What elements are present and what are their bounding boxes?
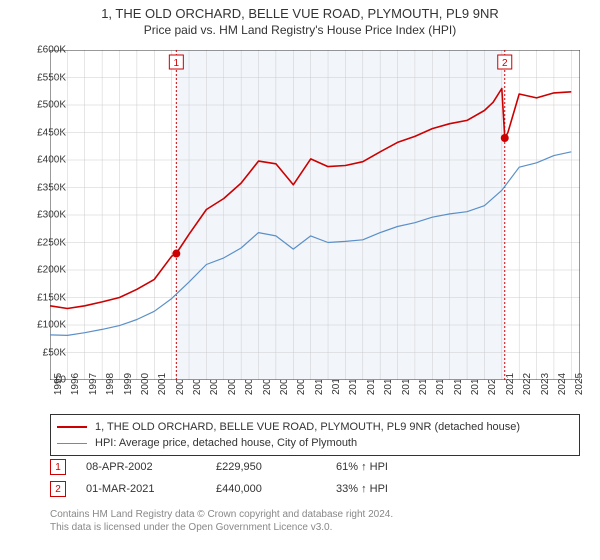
marker-dot — [172, 250, 180, 258]
footnote-row: 1 08-APR-2002£229,95061% ↑ HPI — [50, 456, 456, 478]
title-line-2: Price paid vs. HM Land Registry's House … — [0, 23, 600, 37]
title-line-1: 1, THE OLD ORCHARD, BELLE VUE ROAD, PLYM… — [0, 6, 600, 21]
marker-badge-text: 1 — [174, 58, 180, 69]
chart-container: 1, THE OLD ORCHARD, BELLE VUE ROAD, PLYM… — [0, 0, 600, 560]
title-block: 1, THE OLD ORCHARD, BELLE VUE ROAD, PLYM… — [0, 0, 600, 37]
legend: 1, THE OLD ORCHARD, BELLE VUE ROAD, PLYM… — [50, 414, 580, 456]
footnote-price: £440,000 — [216, 483, 336, 495]
footnote-row: 2 01-MAR-2021£440,00033% ↑ HPI — [50, 478, 456, 500]
footnote-date: 01-MAR-2021 — [86, 483, 216, 495]
plot-svg: 12 — [50, 50, 580, 380]
legend-row: HPI: Average price, detached house, City… — [57, 435, 573, 451]
marker-footnotes: 1 08-APR-2002£229,95061% ↑ HPI 2 01-MAR-202… — [50, 456, 456, 500]
footnote-pct: 33% ↑ HPI — [336, 483, 456, 495]
footnote-date: 08-APR-2002 — [86, 461, 216, 473]
legend-swatch — [57, 426, 87, 428]
footnote-pct: 61% ↑ HPI — [336, 461, 456, 473]
marker-dot — [501, 134, 509, 142]
attribution-line-1: Contains HM Land Registry data © Crown c… — [50, 508, 393, 521]
legend-row: 1, THE OLD ORCHARD, BELLE VUE ROAD, PLYM… — [57, 419, 573, 435]
legend-label: 1, THE OLD ORCHARD, BELLE VUE ROAD, PLYM… — [95, 421, 520, 433]
footnote-badge: 1 — [50, 459, 66, 475]
footnote-price: £229,950 — [216, 461, 336, 473]
footnote-badge: 2 — [50, 481, 66, 497]
attribution-line-2: This data is licensed under the Open Gov… — [50, 521, 393, 534]
marker-badge-text: 2 — [502, 58, 508, 69]
attribution: Contains HM Land Registry data © Crown c… — [50, 508, 393, 534]
legend-label: HPI: Average price, detached house, City… — [95, 437, 357, 449]
legend-swatch — [57, 443, 87, 444]
chart-area: 12 — [50, 50, 580, 380]
